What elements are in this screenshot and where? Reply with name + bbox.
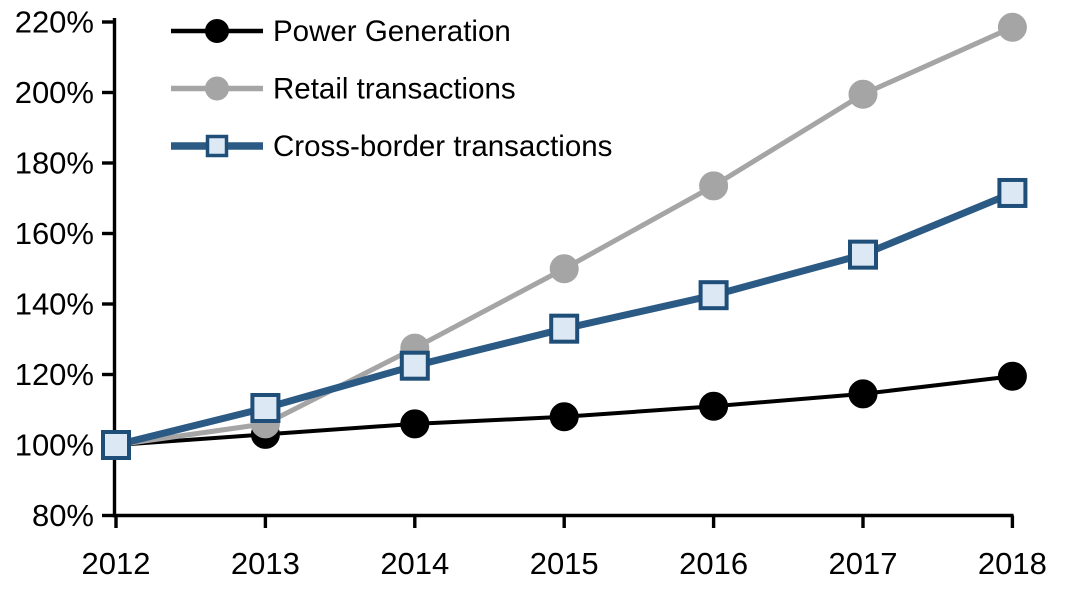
y-axis-tick-label: 220% bbox=[15, 5, 94, 40]
data-point-marker-cross-border-transactions bbox=[399, 350, 430, 381]
legend-marker-square-icon bbox=[205, 134, 229, 158]
legend-marker-circle-icon bbox=[205, 19, 229, 43]
x-axis-tick-label: 2015 bbox=[530, 546, 599, 581]
data-point-marker-power-generation bbox=[997, 361, 1027, 391]
legend-marker-circle-icon bbox=[205, 76, 229, 101]
x-axis-tick-label: 2018 bbox=[978, 546, 1047, 581]
x-axis-tick-label: 2012 bbox=[82, 546, 151, 581]
data-point-marker-cross-border-transactions bbox=[101, 430, 131, 460]
legend-item-cross-border-transactions: Cross-border transactions bbox=[171, 130, 612, 163]
data-point-marker-cross-border-transactions bbox=[997, 177, 1028, 208]
data-point-marker-power-generation bbox=[400, 409, 430, 439]
y-axis-tick-label: 160% bbox=[15, 216, 94, 251]
y-axis-tick-label: 200% bbox=[15, 75, 94, 110]
y-axis-tick-label: 180% bbox=[15, 146, 94, 181]
x-axis-tick-label: 2017 bbox=[829, 546, 898, 581]
data-point-marker-cross-border-transactions bbox=[848, 239, 878, 270]
legend-label: Retail transactions bbox=[273, 73, 516, 106]
series-cross-border-transactions bbox=[101, 177, 1028, 460]
data-point-marker-retail-transactions bbox=[699, 171, 729, 201]
data-point-marker-cross-border-transactions bbox=[698, 280, 729, 311]
x-axis-tick-label: 2013 bbox=[231, 546, 300, 581]
data-point-marker-retail-transactions bbox=[549, 254, 579, 284]
y-axis-tick-label: 100% bbox=[15, 428, 94, 463]
x-axis-tick-label: 2016 bbox=[679, 546, 748, 581]
legend: Power Generation Retail transactions Cross… bbox=[171, 15, 612, 163]
y-axis-tick-label: 140% bbox=[15, 287, 94, 322]
legend-label: Cross-border transactions bbox=[273, 130, 612, 163]
data-point-marker-power-generation bbox=[848, 379, 878, 409]
data-point-marker-cross-border-transactions bbox=[549, 313, 580, 344]
y-axis-tick-label: 80% bbox=[32, 498, 94, 533]
data-point-marker-cross-border-transactions bbox=[250, 392, 281, 423]
x-axis-tick-label: 2014 bbox=[380, 546, 449, 581]
legend-item-power-generation: Power Generation bbox=[171, 15, 511, 48]
axes: 80% 100% 120% 140% 160% 180% 200% 220% 2012 2013 2… bbox=[15, 5, 1047, 582]
data-point-marker-retail-transactions bbox=[848, 79, 878, 109]
legend-item-retail-transactions: Retail transactions bbox=[171, 73, 516, 106]
data-point-marker-power-generation bbox=[549, 402, 579, 432]
legend-label: Power Generation bbox=[273, 15, 511, 48]
data-point-marker-retail-transactions bbox=[997, 12, 1027, 42]
y-axis-tick-label: 120% bbox=[15, 357, 94, 392]
data-point-marker-power-generation bbox=[699, 391, 729, 421]
